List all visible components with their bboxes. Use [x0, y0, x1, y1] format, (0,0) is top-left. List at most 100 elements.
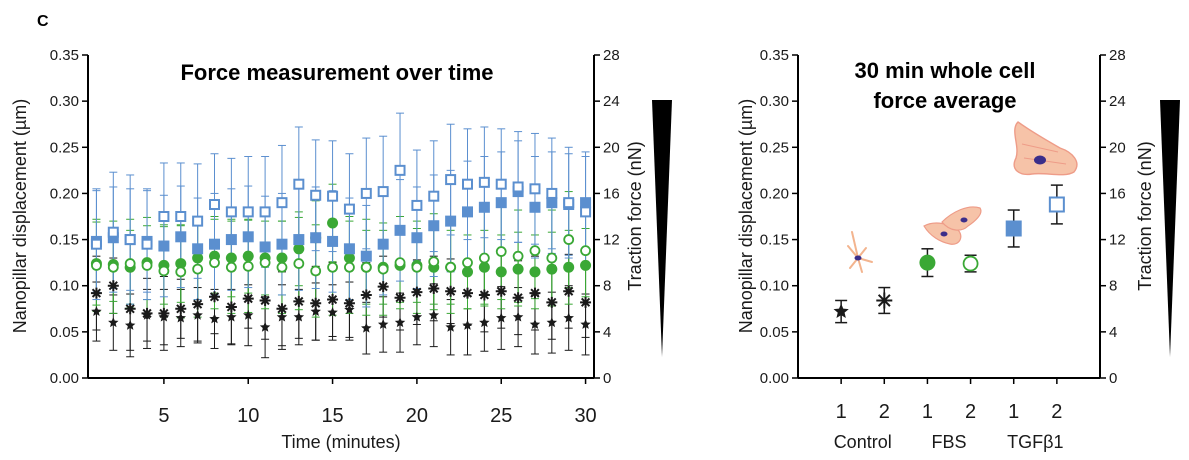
y-tick-label: 0.20: [50, 185, 79, 202]
data-point: [225, 301, 237, 313]
data-point: [141, 260, 153, 271]
data-point: [175, 266, 187, 278]
data-point: [276, 303, 288, 315]
panel-label: C: [37, 13, 49, 30]
data-point: [310, 297, 322, 309]
fbs-cell-icon: [923, 206, 982, 245]
data-point: [343, 203, 355, 215]
data-point: [529, 287, 541, 299]
data-point: [259, 257, 271, 269]
y-tick-label: 0.25: [50, 139, 79, 156]
data-point: [124, 234, 136, 246]
data-point: [310, 306, 321, 316]
category-label: 1: [1008, 401, 1019, 423]
data-point: [243, 309, 254, 320]
data-point: [833, 303, 849, 319]
data-point: [377, 263, 389, 275]
data-point: [394, 164, 406, 176]
data-point: [242, 231, 254, 243]
data-point: [293, 234, 305, 246]
data-point: [141, 307, 153, 319]
data-point: [428, 282, 440, 294]
data-point: [411, 199, 423, 211]
data-point: [411, 311, 423, 322]
data-point: [495, 285, 507, 297]
chart-title-line-2: force average: [873, 88, 1016, 113]
data-point: [175, 231, 187, 243]
data-point: [512, 311, 524, 322]
data-point: [580, 259, 592, 271]
data-point: [478, 261, 490, 273]
data-point: [546, 252, 558, 264]
data-point: [478, 176, 490, 188]
data-point: [394, 292, 406, 304]
data-point: [360, 261, 372, 273]
data-point: [360, 250, 372, 262]
y-tick-label: 0.00: [50, 370, 79, 387]
data-point: [293, 243, 305, 255]
data-point: [327, 261, 338, 273]
data-point: [293, 258, 305, 269]
tgfb1-cell-icon: [1013, 121, 1078, 176]
y2-axis-label: Traction force (nN): [625, 141, 645, 290]
data-point: [360, 187, 372, 199]
y2-tick-label: 8: [603, 278, 611, 295]
data-point: [428, 256, 440, 268]
data-point: [310, 232, 322, 244]
data-point: [276, 252, 288, 264]
chart-whole-cell-average: 0.000.050.100.150.200.250.300.3504812162…: [736, 47, 1180, 452]
data-point: [209, 199, 220, 211]
y-axis-label: Nanopillar displacement (µm): [10, 99, 30, 333]
data-point: [310, 189, 322, 201]
data-point: [580, 296, 592, 308]
data-point: [394, 257, 406, 269]
data-point: [428, 220, 440, 232]
data-point: [377, 186, 389, 198]
data-point: [124, 319, 136, 330]
y2-tick-label: 16: [603, 185, 620, 202]
data-point: [192, 263, 204, 275]
data-point: [108, 317, 119, 328]
y-tick-label: 0.35: [50, 47, 79, 64]
y2-tick-label: 28: [603, 47, 620, 64]
y2-tick-label: 4: [603, 324, 611, 341]
data-point: [158, 211, 170, 222]
data-point: [90, 287, 102, 299]
data-point: [428, 190, 440, 202]
data-point: [546, 263, 558, 275]
data-point: [445, 285, 457, 297]
data-point: [158, 240, 170, 252]
data-point: [445, 215, 457, 227]
y2-tick-label: 4: [1109, 324, 1117, 341]
series-5-markers: [90, 186, 592, 262]
data-point: [495, 197, 507, 209]
data-point: [428, 309, 439, 320]
data-point: [209, 238, 220, 250]
group-label: TGFβ1: [1007, 432, 1063, 452]
data-point: [293, 311, 305, 322]
data-point: [226, 311, 237, 322]
y-tick-label: 0.05: [760, 324, 789, 341]
data-point: [1005, 220, 1022, 237]
x-tick-label: 5: [158, 405, 169, 427]
x-tick-label: 25: [490, 405, 512, 427]
data-point: [107, 280, 119, 292]
category-label: 2: [965, 401, 976, 423]
data-point: [394, 224, 406, 236]
data-point: [343, 252, 355, 264]
data-point: [276, 238, 288, 250]
series-6-markers: [90, 164, 592, 250]
category-label: 1: [922, 401, 933, 423]
category-label: 2: [879, 401, 890, 423]
data-point: [496, 312, 507, 323]
y2-axis-label: Traction force (nN): [1135, 141, 1155, 290]
data-point: [394, 317, 406, 328]
data-point: [90, 238, 102, 250]
data-point: [563, 261, 575, 273]
y-tick-label: 0.10: [760, 278, 789, 295]
y2-tick-label: 28: [1109, 47, 1126, 64]
chart-title: Force measurement over time: [180, 60, 493, 85]
data-point: [242, 250, 254, 262]
data-point: [445, 174, 457, 186]
data-point: [107, 232, 119, 244]
